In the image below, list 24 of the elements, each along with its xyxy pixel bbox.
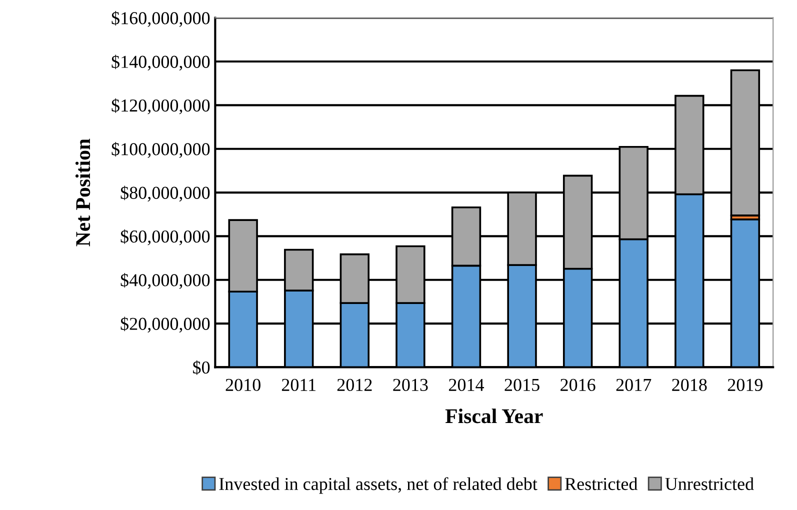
x-tick-label: 2014	[448, 378, 484, 392]
x-tick-label: 2015	[504, 378, 540, 392]
y-tick-label: $120,000,000	[112, 98, 210, 114]
x-tick-label: 2018	[672, 378, 707, 392]
x-tick-label: 2012	[337, 378, 372, 392]
y-tick-label: $0	[193, 360, 210, 375]
y-tick-label: $20,000,000	[120, 316, 210, 333]
y-tick-label: $60,000,000	[120, 229, 210, 246]
y-tick-label: $140,000,000	[112, 54, 210, 71]
x-tick-label: 2017	[616, 378, 652, 392]
y-tick-label: $160,000,000	[112, 11, 210, 27]
x-tick-label: 2016	[560, 378, 596, 392]
x-tick-label: 2013	[393, 378, 428, 392]
legend-label: Unrestricted	[665, 477, 754, 490]
x-tick-label: 2019	[728, 378, 763, 392]
y-tick-label: $100,000,000	[112, 142, 210, 158]
x-tick-label: 2011	[282, 378, 316, 392]
x-axis-title: Fiscal Year	[445, 408, 543, 424]
y-tick-label: $80,000,000	[120, 186, 210, 202]
x-tick-label: 2010	[226, 378, 260, 392]
legend-label: Restricted	[565, 477, 638, 490]
y-axis-title: Net Position	[75, 138, 90, 246]
legend-label: Invested in capital assets, net of related debt	[219, 477, 538, 494]
y-tick-label: $40,000,000	[120, 273, 210, 289]
